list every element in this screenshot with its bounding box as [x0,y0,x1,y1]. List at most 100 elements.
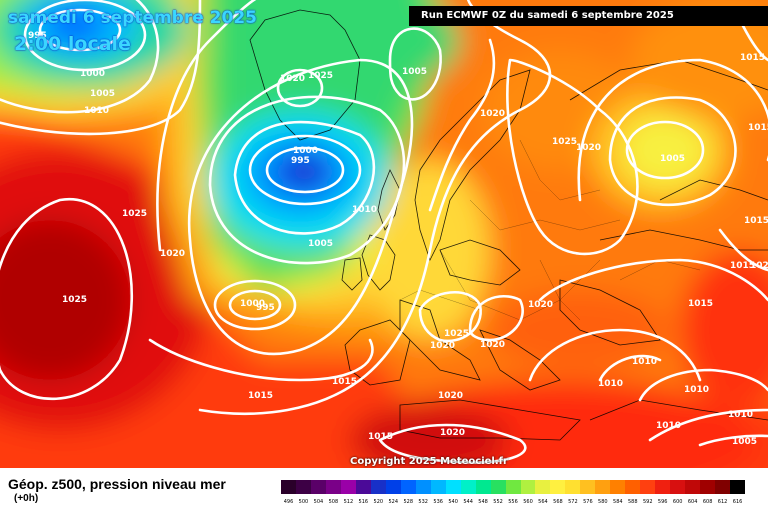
legend-value: 552 [493,499,503,505]
legend-value: 500 [298,499,309,505]
legend-swatch [281,480,296,494]
legend-swatch [430,480,446,494]
isobar-label: 1005 [732,437,757,447]
isobar-label: 1010 [656,421,681,431]
isobar-label: 1025 [62,295,87,305]
isobar-label: 1020 [750,261,768,271]
isobar-label: 995 [256,303,275,313]
isobars [0,0,768,463]
legend-value: 504 [313,499,324,505]
isobar-label: 1000 [80,69,105,79]
isobar-label: 1010 [84,106,109,116]
isobar-label: 1010 [684,385,709,395]
legend-value: 612 [717,499,728,505]
legend-value: 576 [583,499,593,505]
isobar-label: 1020 [480,109,505,119]
legend-swatch [700,480,716,494]
isobar-label: 1025 [444,329,469,339]
legend-value: 516 [358,499,369,505]
legend-swatch [655,480,671,494]
legend-swatch [625,480,641,494]
run-banner: Run ECMWF 0Z du samedi 6 septembre 2025 [409,6,768,26]
legend-value: 528 [403,499,413,505]
legend-swatch [715,480,731,494]
legend-swatch [310,480,326,494]
legend-value: 560 [523,499,533,505]
legend-swatch [610,480,626,494]
isobar-label: 1025 [122,209,147,219]
weather-map: 995 1000 1005 1010 1020 1025 1005 1025 1… [0,0,768,468]
legend-value: 556 [508,499,518,505]
legend-swatch [415,480,431,494]
isobar-label: 1020 [528,300,553,310]
legend-value: 608 [702,499,713,505]
isobar-label: 1000 [240,299,265,309]
isobar-label: 1020 [438,391,463,401]
isobar-label: 1015 [730,261,755,271]
legend-value: 616 [732,499,743,505]
isobar-label: 1015 [368,432,393,442]
map-time-title: 2:00 locale [14,33,131,55]
isobar-label: 1015 [248,391,273,401]
isobar-label: 1020 [280,74,305,84]
legend-value: 604 [687,499,698,505]
legend-swatch [460,480,476,494]
legend-swatch [325,480,341,494]
legend-value: 496 [283,499,294,505]
isobar-label: 1015 [740,53,765,63]
isobar-label: 1015 [332,377,357,387]
legend-swatch [640,480,656,494]
map-date-title: samedi 6 septembre 2025 [8,8,257,28]
copyright-text: Copyright 2025 Meteociel.fr [350,456,508,467]
isobar-label: 1010 [352,205,377,215]
isobar-label: 1020 [480,340,505,350]
legend-swatch [370,480,386,494]
isobar-label: 1005 [90,89,115,99]
legend-swatch [295,480,311,494]
isobar-label: 1020 [430,341,455,351]
isobar-label: 1025 [308,71,333,81]
isobar-label: 1020 [576,143,601,153]
legend-swatch [565,480,581,494]
legend-swatch [490,480,506,494]
isobar-label: 1015 [744,216,768,226]
legend-swatch [685,480,701,494]
legend-swatch [475,480,491,494]
legend-swatch [670,480,686,494]
footer-title: Géop. z500, pression niveau mer [8,476,226,492]
legend-value: 588 [627,499,638,505]
legend-value: 572 [568,499,578,505]
legend-value: 592 [642,499,653,505]
legend-value: 508 [328,499,339,505]
isobar-label: 1005 [660,154,685,164]
legend-value: 540 [448,499,458,505]
legend-value: 536 [433,499,443,505]
legend-swatch [400,480,416,494]
color-legend-labels: 496 500 504 508 512 516 520 524 528 532 536 540 544 5… [281,499,745,505]
legend-swatch [595,480,611,494]
isobar-label: 995 [291,156,310,166]
isobar-label: 1025 [552,137,577,147]
isobar-label: 1015 [688,299,713,309]
legend-value: 584 [613,499,623,505]
isobar-label: 1010 [632,357,657,367]
legend-value: 580 [598,499,608,505]
legend-swatch [445,480,461,494]
legend-value: 524 [388,499,399,505]
isobar-label: 1010 [598,379,623,389]
isobar-label: 1020 [440,428,465,438]
legend-value: 544 [463,499,473,505]
legend-swatch [340,480,356,494]
isobar-label: 1015 [748,123,768,133]
legend-value: 596 [657,499,668,505]
isobar-label: 1005 [308,239,333,249]
legend-swatch [505,480,521,494]
legend-swatch [355,480,371,494]
isobar-label: 1005 [402,67,427,77]
legend-swatch [580,480,596,494]
isobar-labels: 995 1000 1005 1010 1020 1025 1005 1025 1… [28,31,768,447]
isobar-label: 1000 [293,146,318,156]
legend-value: 512 [343,499,354,505]
isobar-label: 1020 [160,249,185,259]
footer-subtitle: (+0h) [14,493,39,504]
